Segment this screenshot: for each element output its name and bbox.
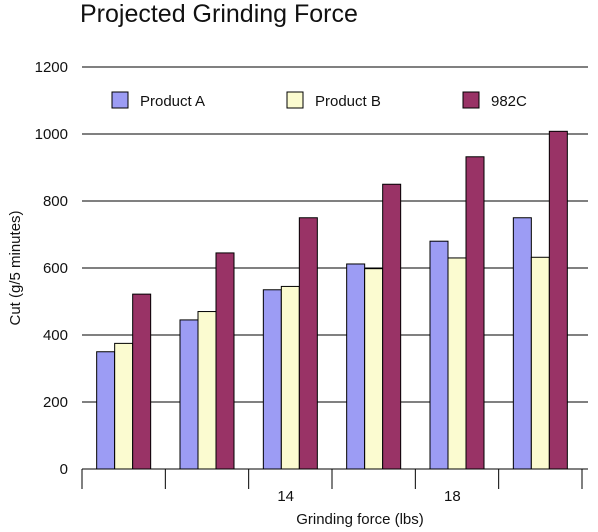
legend: Product A Product B 982C — [111, 91, 527, 110]
y-tick-label: 1000 — [35, 126, 68, 143]
x-tick-labels: 14 18 — [277, 488, 460, 505]
legend-swatch — [111, 91, 129, 109]
y-tick-label: 800 — [43, 193, 68, 210]
bar — [179, 319, 199, 470]
bar — [197, 311, 217, 470]
y-tick-label: 400 — [43, 327, 68, 344]
bar — [262, 289, 282, 470]
bar — [548, 130, 568, 470]
bar — [429, 240, 449, 470]
gridlines — [82, 66, 588, 403]
y-tick-labels: 0 200 400 600 800 1000 1200 — [35, 59, 68, 478]
y-tick-label: 0 — [60, 461, 68, 478]
legend-label: Product A — [140, 93, 205, 110]
axes — [81, 468, 588, 489]
legend-swatch — [286, 91, 304, 109]
bar — [298, 217, 318, 470]
bar — [132, 293, 152, 470]
legend-label: 982C — [491, 93, 527, 110]
legend-swatch — [462, 91, 480, 109]
bar — [96, 351, 116, 470]
bar — [280, 285, 300, 470]
y-tick-label: 600 — [43, 260, 68, 277]
y-tick-label: 1200 — [35, 59, 68, 76]
bar — [215, 252, 235, 470]
bars — [96, 130, 568, 470]
bar — [364, 268, 384, 470]
legend-label: Product B — [315, 93, 381, 110]
bar — [512, 217, 532, 470]
y-tick-label: 200 — [43, 394, 68, 411]
x-tick-label: 18 — [444, 488, 461, 505]
chart-title: Projected Grinding Force — [80, 0, 358, 28]
bar — [346, 263, 366, 470]
x-axis-label: Grinding force (lbs) — [296, 511, 424, 528]
bar — [465, 156, 485, 470]
bar — [530, 256, 550, 470]
bar — [114, 342, 134, 470]
bar — [382, 183, 402, 470]
bar — [447, 257, 467, 470]
x-tick-label: 14 — [277, 488, 294, 505]
y-axis-label: Cut (g/5 minutes) — [7, 210, 24, 325]
